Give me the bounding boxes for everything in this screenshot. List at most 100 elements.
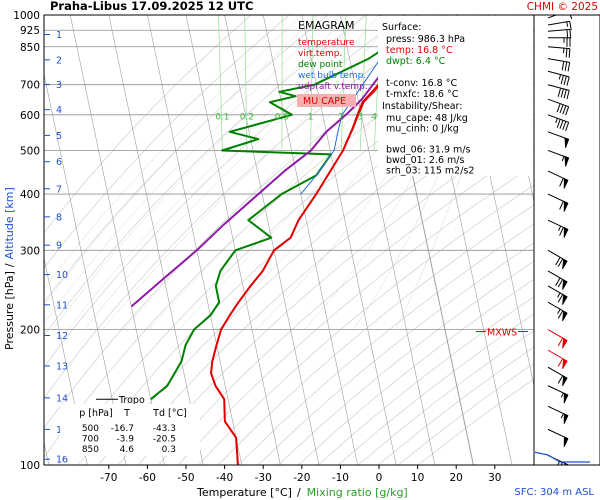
- pressure-tick-label: 925: [20, 25, 40, 37]
- temperature-tick-label: -20: [293, 472, 310, 484]
- mixing-ratio-label: 2: [338, 112, 344, 122]
- altitude-tick-label: 3: [56, 80, 62, 91]
- wind-barb: [547, 329, 568, 349]
- y-axis-label-sep: /: [3, 263, 16, 267]
- temperature-tick-label: -50: [177, 472, 194, 484]
- isotherm-line: [44, 72, 127, 465]
- pressure-tick-label: 850: [20, 42, 40, 54]
- mu-cape-badge-label: MU CAPE: [303, 96, 346, 107]
- mixing-ratio-label: 1: [308, 112, 314, 122]
- surface-line: temp: 16.8 °C: [386, 45, 453, 56]
- table-cell: 500: [82, 424, 99, 434]
- wind-barb: [547, 385, 569, 404]
- wind-barb: [547, 170, 569, 189]
- wind-barb-feather: [557, 310, 564, 319]
- wind-barb-feather: [564, 61, 568, 71]
- wind-barb: [547, 270, 568, 290]
- wind-barb: [547, 366, 568, 387]
- wind-barb: [547, 15, 573, 20]
- x-axis-label-sep: /: [297, 486, 301, 499]
- x-axis-label-mixing: Mixing ratio [g/kg]: [307, 486, 408, 499]
- wind-barb-pennant: [562, 279, 568, 290]
- mixing-ratio-line: [340, 15, 347, 151]
- mxws-label: MXWS: [487, 328, 517, 339]
- wind-barb-half-feather: [558, 225, 562, 231]
- wind-barb-staff: [547, 114, 569, 123]
- wind-barb-feather: [566, 90, 570, 100]
- wind-barb-pennant: [563, 413, 569, 424]
- dry-adiabat: [277, 260, 534, 465]
- wind-barb-pennant: [563, 178, 569, 189]
- altitude-tick-label: 14: [56, 393, 68, 404]
- wind-barb-feather: [565, 106, 570, 116]
- wind-barb-feather: [565, 122, 570, 131]
- legend-dew-point: dew point: [298, 60, 343, 70]
- mixing-ratio-line: [218, 15, 223, 151]
- wind-barb-feather: [560, 88, 564, 98]
- altitude-tick-label: 12: [56, 331, 68, 342]
- surface-wind-trace: [535, 451, 590, 463]
- wind-barb-feather: [566, 76, 570, 86]
- wind-barb-feather: [559, 201, 564, 210]
- isotherm-line: [340, 15, 436, 465]
- wind-barb-staff: [547, 20, 570, 26]
- altitude-tick-label: 2: [56, 55, 62, 66]
- wind-barb-pennant: [562, 310, 568, 322]
- instability-line: bwd_01: 2.6 m/s: [386, 155, 464, 166]
- dry-adiabat: [158, 143, 534, 465]
- table-cell: 0.3: [162, 445, 176, 455]
- wind-barb: [547, 349, 568, 370]
- table-cell: -16.7: [111, 424, 134, 434]
- wind-barb-feather: [555, 277, 561, 286]
- wind-barb-feather: [560, 75, 564, 85]
- wind-barb-pennant: [563, 436, 569, 447]
- chart-title: EMAGRAM: [298, 19, 355, 32]
- mixing-ratio-label: 0.5: [275, 112, 289, 122]
- wind-barb-feather: [557, 294, 564, 303]
- wind-barb-half-feather: [561, 156, 565, 162]
- wind-barb-pennant: [564, 137, 570, 148]
- temperature-tick-label: 10: [411, 472, 424, 484]
- pressure-tick-label: 400: [20, 189, 40, 201]
- mixing-ratio-label: 0.1: [215, 112, 229, 122]
- altitude-tick-label: 7: [56, 184, 62, 195]
- wind-barb: [548, 37, 571, 47]
- wind-barb-feather: [563, 463, 566, 465]
- wind-barb: [547, 149, 570, 167]
- credit-text: CHMI © 2025: [527, 1, 598, 13]
- wind-barb-feather: [557, 337, 564, 347]
- wind-barb-half-feather: [566, 21, 569, 27]
- surface-elevation: SFC: 304 m ASL: [514, 487, 594, 498]
- wind-barb-half-feather: [555, 118, 558, 124]
- wind-barb: [547, 20, 572, 31]
- altitude-tick-label: 8: [56, 212, 62, 223]
- pressure-tick-label: 300: [20, 245, 40, 257]
- wind-barb-feather: [567, 464, 569, 465]
- table-cell: -20.5: [153, 435, 176, 445]
- legend: EMAGRAM temperature virt.temp. dew point…: [297, 19, 368, 107]
- y-axis-label: Pressure [hPa] / Altitude [km]: [3, 187, 16, 350]
- wind-barb-staff: [547, 58, 570, 63]
- wind-barb: [547, 131, 570, 148]
- station-name: Praha-Libus: [50, 0, 127, 13]
- wind-barb-half-feather: [560, 392, 564, 398]
- wind-barb: [547, 428, 569, 447]
- wind-barb-feather: [569, 29, 572, 39]
- mixing-ratio-label: 3: [357, 112, 363, 122]
- isotherm-line: [44, 256, 88, 465]
- isotherm-line: [262, 15, 358, 465]
- wind-barb-feather: [555, 257, 561, 266]
- altitude-tick-label: 9: [56, 241, 62, 252]
- wind-barb-pennant: [564, 156, 570, 167]
- wind-barb-pennant: [562, 294, 568, 305]
- temperature-tick-label: 20: [450, 472, 463, 484]
- wind-barb-feather: [567, 62, 571, 72]
- pressure-tick-label: 100: [20, 460, 40, 472]
- wind-barb-staff: [547, 28, 570, 32]
- wind-barb-feather: [562, 105, 567, 115]
- level-table: p [hPa] T Td [°C] 500 -16.7 -43.3 700 -3.9 -20.5…: [60, 404, 200, 456]
- table-header: Td [°C]: [152, 408, 187, 419]
- wind-barb: [547, 84, 570, 100]
